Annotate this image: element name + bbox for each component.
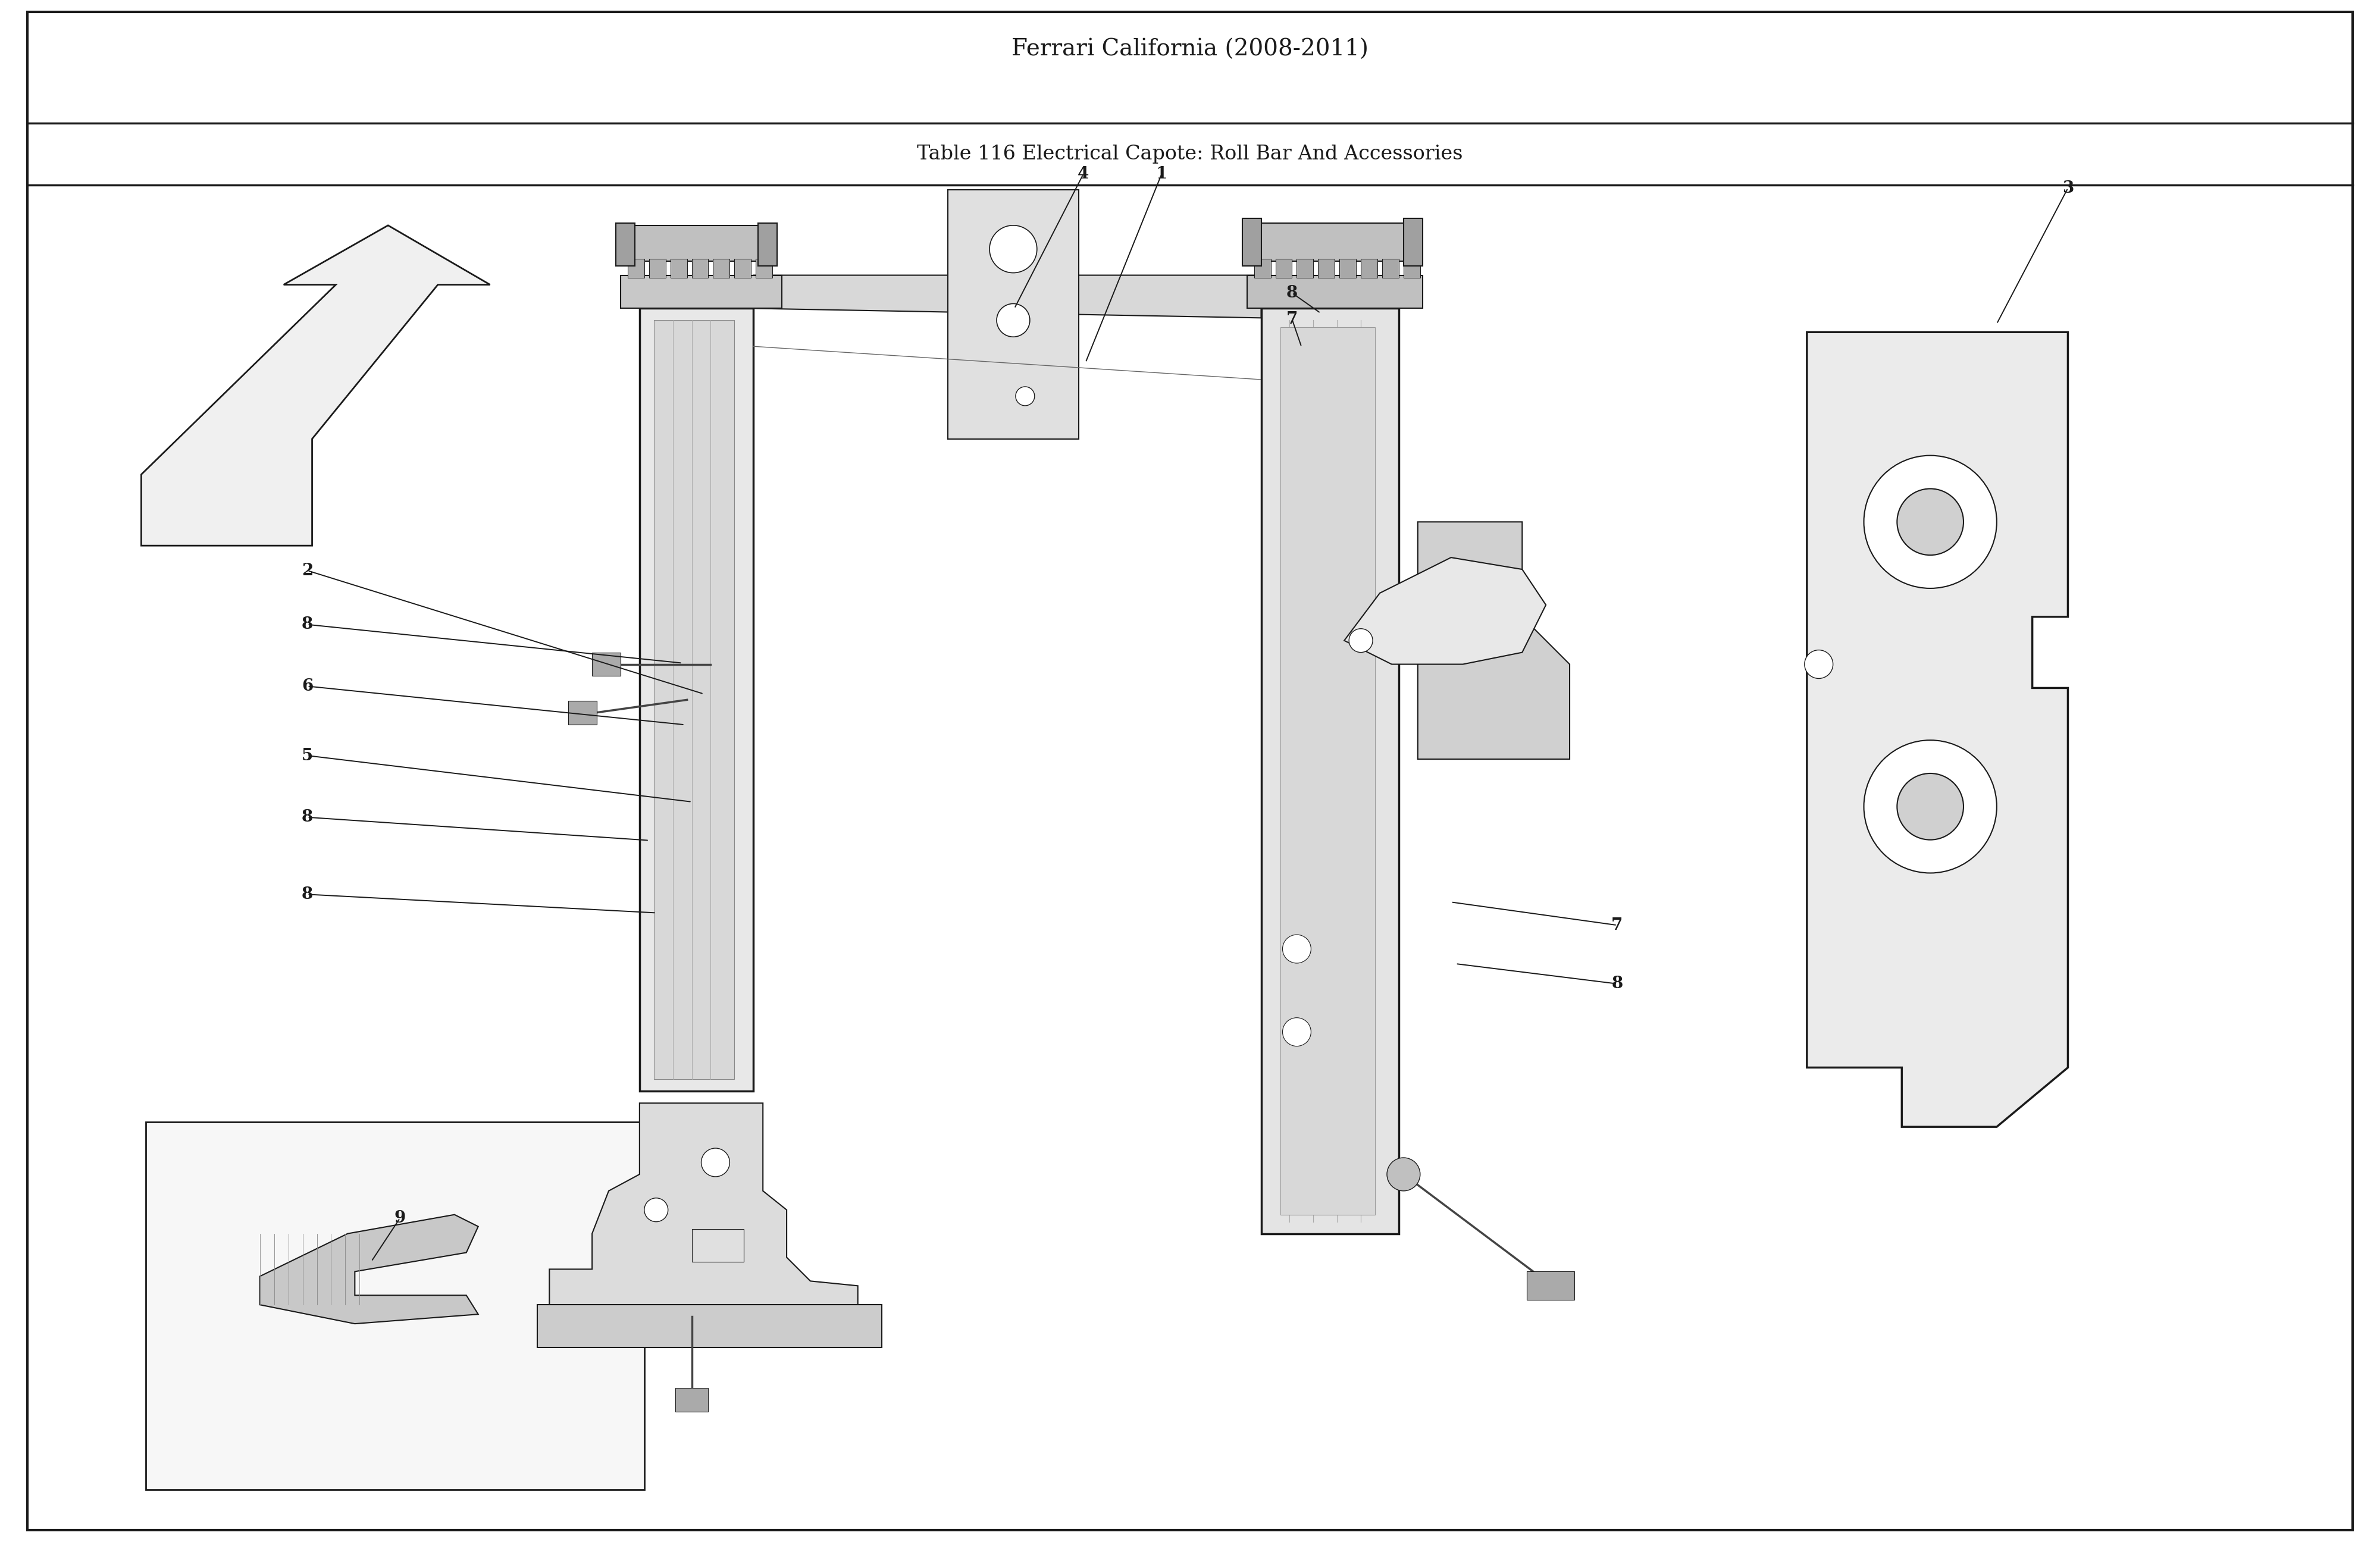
Bar xyxy=(593,652,621,675)
Text: 8: 8 xyxy=(302,617,314,632)
Bar xyxy=(1247,274,1423,308)
Text: 8: 8 xyxy=(1611,976,1623,992)
Polygon shape xyxy=(1345,558,1547,665)
Text: 3: 3 xyxy=(2061,180,2073,196)
Polygon shape xyxy=(1418,521,1571,759)
Text: Table 116 Electrical Capote: Roll Bar And Accessories: Table 116 Electrical Capote: Roll Bar An… xyxy=(916,145,1464,163)
Bar xyxy=(714,259,731,278)
Circle shape xyxy=(1349,629,1373,652)
Circle shape xyxy=(997,304,1031,336)
Polygon shape xyxy=(259,1215,478,1323)
Circle shape xyxy=(990,225,1038,273)
Bar xyxy=(759,224,778,265)
Text: 9: 9 xyxy=(395,1210,405,1226)
Bar xyxy=(1261,308,1399,1234)
Bar xyxy=(569,700,597,725)
Circle shape xyxy=(1897,774,1963,840)
Text: 1: 1 xyxy=(1157,167,1166,182)
Bar xyxy=(538,1305,881,1348)
Bar xyxy=(1361,259,1378,278)
Circle shape xyxy=(1864,740,1997,873)
Text: 8: 8 xyxy=(1285,285,1297,301)
Bar xyxy=(693,1229,745,1261)
Bar xyxy=(735,259,752,278)
Bar xyxy=(1280,327,1376,1215)
Circle shape xyxy=(1864,455,1997,589)
Bar xyxy=(693,259,709,278)
Bar xyxy=(947,190,1078,439)
Polygon shape xyxy=(1806,332,2068,1127)
Bar xyxy=(676,1388,709,1411)
Bar xyxy=(1254,259,1271,278)
Bar xyxy=(757,259,774,278)
Text: Ferrari California (2008-2011): Ferrari California (2008-2011) xyxy=(1012,39,1368,60)
Bar xyxy=(1242,219,1261,265)
Bar xyxy=(1404,259,1421,278)
Polygon shape xyxy=(140,225,490,546)
Text: 4: 4 xyxy=(1078,167,1090,182)
Text: 8: 8 xyxy=(302,887,314,902)
Bar xyxy=(640,308,754,1092)
Bar xyxy=(1340,259,1357,278)
Bar xyxy=(1319,259,1335,278)
Circle shape xyxy=(1897,489,1963,555)
Text: 6: 6 xyxy=(302,678,314,694)
Circle shape xyxy=(1388,1158,1421,1190)
Text: 7: 7 xyxy=(1611,917,1623,933)
Circle shape xyxy=(645,1198,669,1221)
Bar xyxy=(616,224,635,265)
Circle shape xyxy=(1283,934,1311,964)
Bar xyxy=(654,321,735,1079)
Bar xyxy=(1297,259,1314,278)
Circle shape xyxy=(1283,1018,1311,1045)
Polygon shape xyxy=(754,274,1261,318)
Bar xyxy=(650,259,666,278)
Text: 7: 7 xyxy=(1285,311,1297,327)
Text: 2: 2 xyxy=(302,563,314,578)
Polygon shape xyxy=(550,1103,857,1317)
Circle shape xyxy=(1804,651,1833,678)
Bar xyxy=(628,259,645,278)
Bar xyxy=(671,259,688,278)
Circle shape xyxy=(1016,387,1035,406)
Bar xyxy=(1528,1272,1576,1300)
Bar xyxy=(621,274,783,308)
Bar xyxy=(626,225,778,261)
Bar xyxy=(145,1123,645,1490)
Bar xyxy=(1383,259,1399,278)
Text: 5: 5 xyxy=(302,748,314,763)
Bar xyxy=(1276,259,1292,278)
Circle shape xyxy=(702,1149,731,1177)
Bar xyxy=(1404,219,1423,265)
Text: 8: 8 xyxy=(302,810,314,825)
Bar xyxy=(1252,224,1414,261)
